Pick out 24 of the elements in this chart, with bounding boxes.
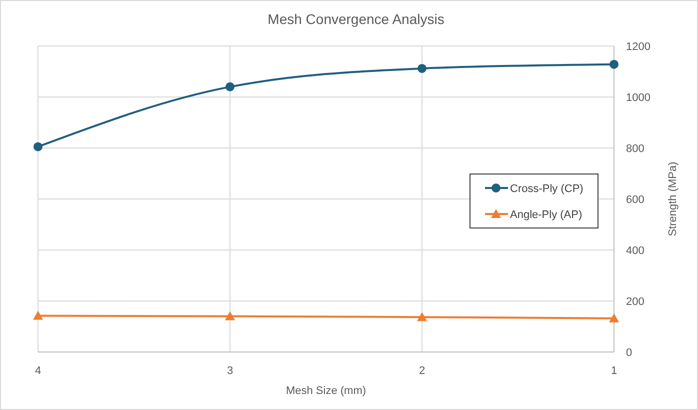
y-tick-label: 1200 [626, 41, 650, 53]
point [417, 312, 427, 322]
point [225, 311, 235, 320]
y-tick-label: 800 [626, 143, 644, 155]
point [610, 60, 618, 69]
point [418, 64, 426, 73]
y-tick-label: 600 [626, 194, 644, 206]
y-tick-label: 1000 [626, 92, 650, 104]
point [33, 310, 43, 320]
y-tick-label: 400 [626, 245, 644, 257]
x-tick-label: 1 [610, 365, 618, 377]
point [34, 142, 42, 152]
y-axis-title: Strength (MPa) [667, 162, 679, 236]
chart-title: Mesh Convergence Analysis [268, 11, 444, 27]
y-tick-label: 0 [626, 347, 632, 359]
legend-label: Angle-Ply (AP) [510, 209, 582, 221]
x-tick-label: 4 [34, 365, 42, 377]
x-axis-title: Mesh Size (mm) [286, 385, 366, 397]
legend-label: Cross-Ply (CP) [510, 183, 584, 195]
x-tick-label: 2 [418, 365, 426, 377]
point [226, 82, 234, 92]
y-tick-label: 200 [626, 296, 644, 308]
x-tick-label: 3 [226, 365, 234, 377]
point [609, 313, 619, 322]
